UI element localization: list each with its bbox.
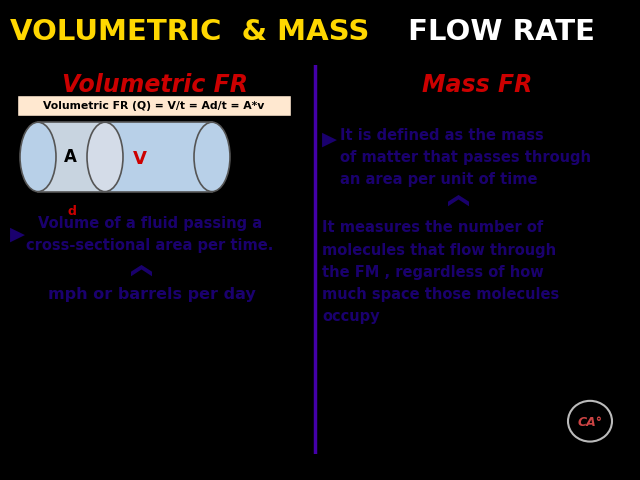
Text: ❮: ❮ xyxy=(127,264,148,281)
Text: Volumetric FR (Q) = V/t = Ad/t = A*v: Volumetric FR (Q) = V/t = Ad/t = A*v xyxy=(44,100,265,110)
Text: mph or barrels per day: mph or barrels per day xyxy=(48,287,256,302)
Text: v = d/t: v = d/t xyxy=(235,127,279,140)
Text: ❮: ❮ xyxy=(445,193,465,211)
Text: FLOW RATE: FLOW RATE xyxy=(398,18,595,47)
Text: A: A xyxy=(63,148,76,166)
Text: Volume of a fluid passing a
cross-sectional area per time.: Volume of a fluid passing a cross-sectio… xyxy=(26,216,273,253)
Text: It measures the number of
molecules that flow through
the FM , regardless of how: It measures the number of molecules that… xyxy=(322,220,559,324)
Text: It is defined as the mass
of matter that passes through
an area per unit of time: It is defined as the mass of matter that… xyxy=(340,128,591,187)
Text: VOLUMETRIC  & MASS: VOLUMETRIC & MASS xyxy=(10,18,369,47)
Text: Mass FR: Mass FR xyxy=(422,73,532,97)
Text: Volumetric FR: Volumetric FR xyxy=(62,73,248,97)
Text: ▶: ▶ xyxy=(322,130,337,149)
Ellipse shape xyxy=(20,122,56,192)
Text: CA°: CA° xyxy=(577,416,602,429)
FancyBboxPatch shape xyxy=(17,96,291,116)
Ellipse shape xyxy=(87,122,123,192)
Text: d: d xyxy=(68,205,76,218)
Text: V: V xyxy=(133,150,147,168)
Ellipse shape xyxy=(194,122,230,192)
Text: ▶: ▶ xyxy=(10,225,25,244)
Bar xyxy=(38,122,212,192)
Bar xyxy=(175,122,212,192)
Bar xyxy=(38,122,105,192)
